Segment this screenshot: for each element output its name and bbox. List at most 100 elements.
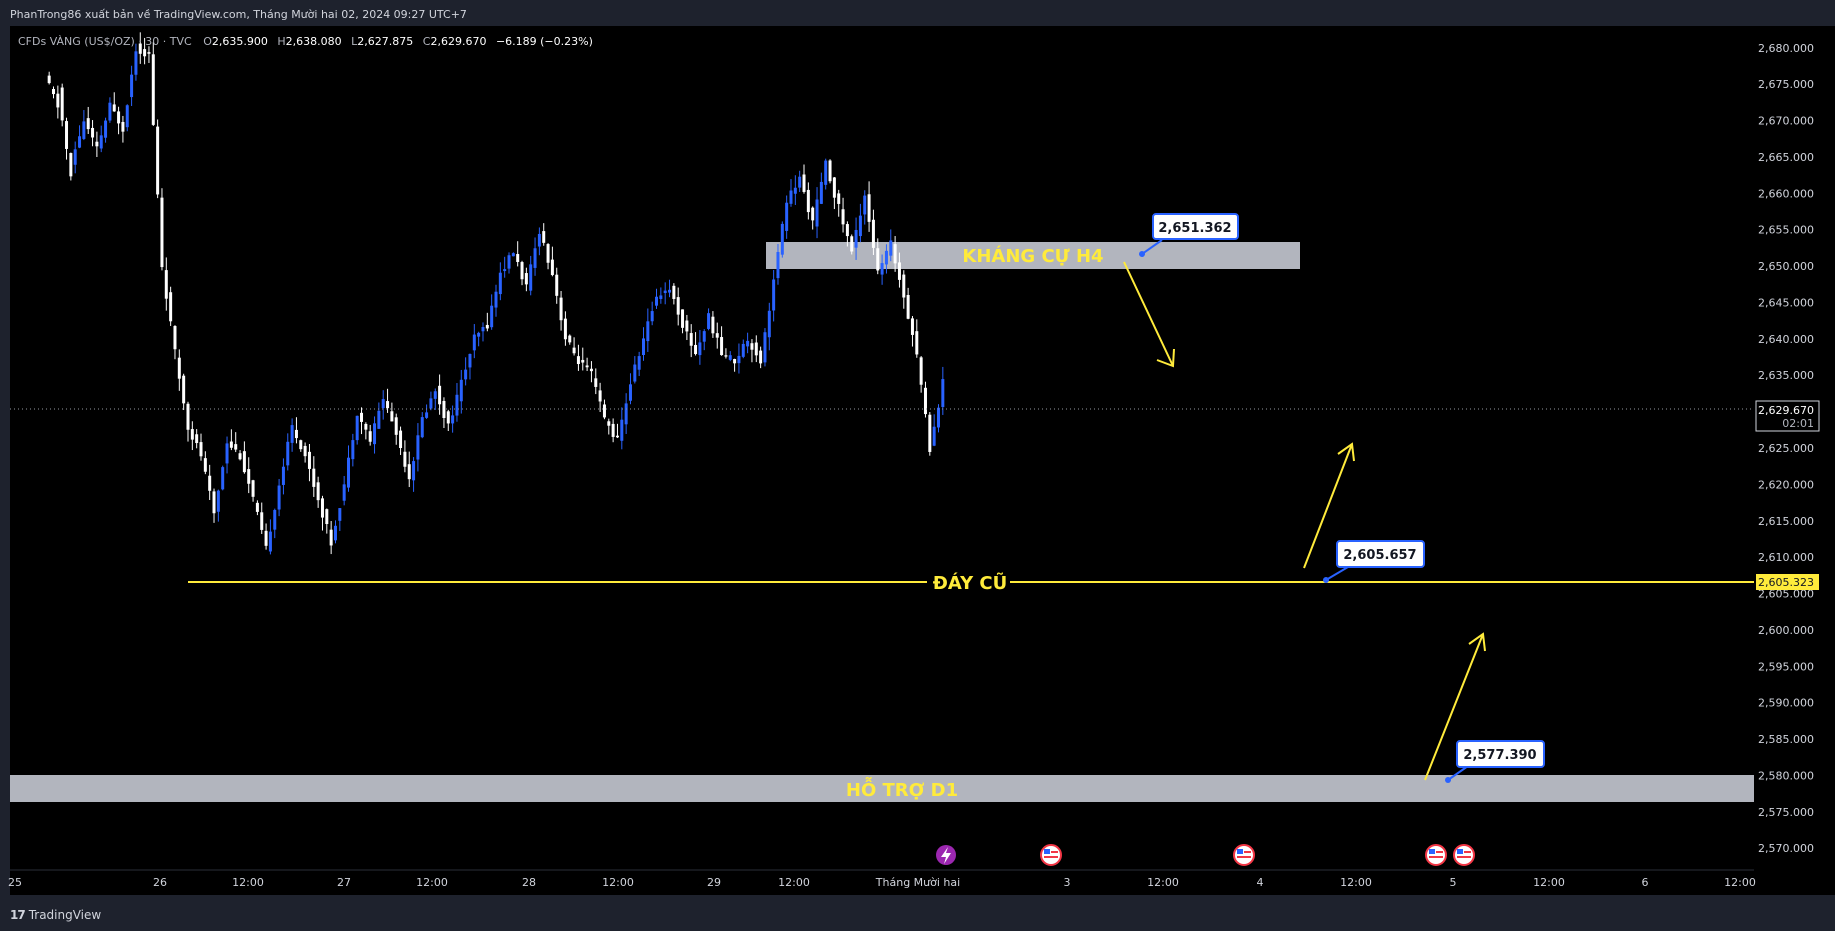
candle: [854, 217, 858, 260]
old-low-price-value: 2,605.323: [1758, 576, 1814, 589]
price-tick: 2,620.000: [1758, 478, 1814, 491]
candle: [741, 339, 745, 359]
lightning-icon[interactable]: [936, 845, 956, 865]
candle: [86, 106, 90, 134]
candle: [858, 203, 862, 243]
price-tick: 2,575.000: [1758, 806, 1814, 819]
candle: [286, 433, 290, 471]
candles-layer: [47, 32, 945, 555]
candle: [507, 252, 511, 274]
tradingview-logo-icon[interactable]: 17: [10, 908, 26, 922]
price-scale-background[interactable]: [1754, 26, 1835, 895]
candle: [412, 457, 416, 492]
candle: [615, 423, 619, 439]
time-tick: 12:00: [1340, 876, 1372, 889]
candle: [433, 388, 437, 410]
candle: [490, 294, 494, 330]
arrows-layer: [1123, 261, 1486, 781]
candle: [871, 209, 875, 256]
arrow-down-from-resistance[interactable]: [1123, 261, 1175, 368]
candle: [342, 476, 346, 506]
candle: [420, 412, 424, 439]
candle: [212, 488, 216, 523]
time-tick: 27: [337, 876, 351, 889]
price-tick: 2,670.000: [1758, 115, 1814, 128]
time-tick: 12:00: [1147, 876, 1179, 889]
candle: [941, 366, 945, 415]
legend-symbol: CFDs VÀNG (US$/OZ) · 30 · TVC: [18, 35, 192, 48]
candle: [268, 519, 272, 555]
candle: [99, 125, 103, 153]
candle: [928, 411, 932, 456]
callouts-layer: 2,651.362 2,605.657 2,577.390: [1139, 213, 1545, 783]
time-tick: 28: [522, 876, 536, 889]
candle: [386, 388, 390, 413]
candle: [897, 252, 901, 288]
candle: [819, 172, 823, 205]
candle: [694, 332, 698, 356]
candle: [195, 429, 199, 449]
candle: [281, 458, 285, 495]
candle: [893, 236, 897, 272]
price-tick: 2,625.000: [1758, 442, 1814, 455]
candle: [733, 358, 737, 372]
candle: [294, 417, 298, 444]
callout-support[interactable]: 2,577.390: [1445, 740, 1545, 783]
arrow-up-from-support[interactable]: [1424, 632, 1486, 781]
price-scale[interactable]: 2,680.000 2,675.000 2,670.000 2,665.000 2,66…: [1758, 42, 1814, 855]
candle: [759, 346, 763, 369]
price-tick: 2,640.000: [1758, 333, 1814, 346]
candle: [333, 520, 337, 544]
candle: [707, 308, 711, 331]
candle: [112, 92, 116, 112]
candle: [477, 331, 481, 347]
candle: [884, 244, 888, 274]
candle: [880, 254, 884, 285]
arrow-up-from-old-low[interactable]: [1303, 442, 1355, 569]
candle: [915, 319, 919, 358]
support-zone[interactable]: [10, 775, 1754, 802]
candle: [468, 353, 472, 380]
candle: [390, 402, 394, 422]
candle: [242, 441, 246, 474]
legend-change: −6.189 (−0.23%): [496, 35, 593, 48]
candle: [138, 32, 142, 64]
candle: [290, 418, 294, 452]
candle: [720, 326, 724, 356]
us-flag-icon[interactable]: [1425, 844, 1447, 866]
candle: [464, 357, 468, 386]
candle: [867, 181, 871, 232]
events-row: [936, 844, 1475, 866]
candle: [125, 104, 129, 132]
time-tick: 4: [1257, 876, 1264, 889]
candle: [56, 85, 60, 119]
time-scale[interactable]: 25 26 12:00 27 12:00 28 12:00 29 12:00 Tháng Mười…: [8, 876, 1756, 889]
candle: [598, 382, 602, 413]
candle: [902, 270, 906, 309]
candle: [780, 221, 784, 258]
candle: [767, 302, 771, 351]
us-flag-icon[interactable]: [1453, 844, 1475, 866]
candle: [65, 117, 69, 160]
callout-old-low[interactable]: 2,605.657: [1323, 540, 1425, 583]
candle: [594, 368, 598, 395]
callout-resistance[interactable]: 2,651.362: [1139, 213, 1239, 257]
candle: [841, 197, 845, 233]
candle: [78, 125, 82, 149]
candle: [702, 329, 706, 351]
us-flag-icon[interactable]: [1233, 844, 1255, 866]
candle: [95, 131, 99, 158]
candle: [472, 324, 476, 359]
candle: [668, 279, 672, 298]
time-tick: 6: [1642, 876, 1649, 889]
candle: [711, 311, 715, 338]
footer-brand[interactable]: TradingView: [28, 908, 102, 922]
candle: [238, 450, 242, 461]
candle: [355, 415, 359, 445]
candle: [698, 330, 702, 365]
us-flag-icon[interactable]: [1040, 844, 1062, 866]
candle: [104, 117, 108, 143]
candle: [451, 405, 455, 433]
time-tick: 26: [153, 876, 167, 889]
